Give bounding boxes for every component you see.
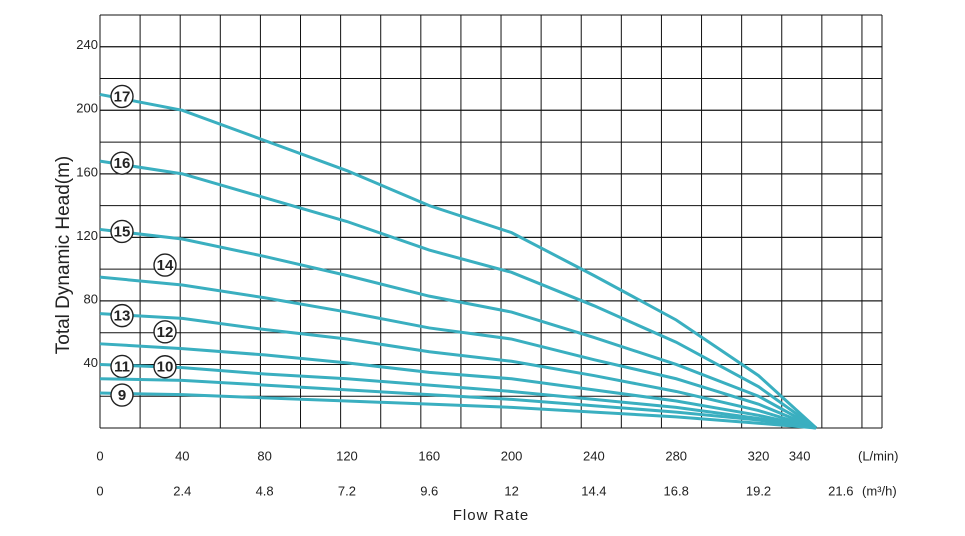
- curve: [99, 362, 817, 430]
- curve-label-circle: [110, 84, 134, 109]
- curve: [99, 227, 817, 430]
- x2-unit: (m³/h): [862, 483, 897, 498]
- x2-tick-label: 19.2: [746, 483, 771, 498]
- x2-tick-label: 2.4: [173, 483, 191, 498]
- x2-tick-label: 4.8: [256, 483, 274, 498]
- curve-label: 14: [157, 257, 174, 274]
- y-tick-label: 80: [84, 291, 98, 306]
- x2-tick-label: 16.8: [664, 483, 689, 498]
- curve-label: 16: [114, 155, 131, 172]
- curve-label-circle: [110, 383, 134, 407]
- x-unit: (L/min): [858, 448, 898, 463]
- curve-label-circle: [153, 253, 177, 277]
- curve-label: 10: [157, 359, 174, 376]
- x-tick-label: 240: [583, 448, 605, 463]
- x-tick-label: 280: [665, 448, 687, 463]
- curve: [99, 275, 817, 430]
- x-tick-label: 340: [789, 448, 811, 463]
- curve-label-circle: [110, 303, 134, 328]
- y-tick-label: 160: [76, 164, 98, 179]
- curve-label-circle: [110, 219, 134, 244]
- curve-label: 17: [114, 88, 131, 105]
- curve-label-circle: [153, 355, 177, 379]
- curve-label-circle: [153, 320, 177, 344]
- curve: [99, 377, 817, 430]
- curve-label: 9: [118, 387, 126, 404]
- x-tick-label: 0: [96, 448, 103, 463]
- x2-tick-label: 14.4: [581, 483, 606, 498]
- curve-label-circle: [110, 151, 134, 175]
- x-tick-label: 320: [748, 448, 770, 463]
- curve-label: 15: [114, 223, 131, 240]
- x-tick-label: 40: [175, 448, 189, 463]
- curve: [99, 92, 818, 430]
- x-tick-label: 80: [257, 448, 271, 463]
- curve: [99, 391, 817, 430]
- x-tick-label: 120: [336, 448, 358, 463]
- y-tick-label: 40: [84, 355, 98, 370]
- x-tick-label: 160: [418, 448, 440, 463]
- x2-tick-label: 21.6: [828, 483, 853, 498]
- curve-label: 13: [114, 308, 131, 325]
- y-tick-label: 120: [76, 228, 98, 243]
- y-tick-label: 240: [76, 37, 98, 52]
- curve: [99, 342, 817, 430]
- y-tick-label: 200: [76, 101, 98, 116]
- y-axis-label: Total Dynamic Head(m): [53, 156, 74, 355]
- x2-tick-label: 12: [504, 483, 518, 498]
- curve-label-circle: [110, 354, 134, 379]
- curve: [99, 159, 818, 430]
- curve-label: 11: [114, 358, 130, 375]
- x-axis-label: Flow Rate: [453, 507, 530, 524]
- x2-tick-label: 7.2: [338, 483, 356, 498]
- x2-tick-label: 9.6: [420, 483, 438, 498]
- x2-tick-label: 0: [96, 483, 103, 498]
- x-tick-label: 200: [501, 448, 523, 463]
- curve-label: 12: [157, 324, 174, 341]
- curve: [99, 312, 817, 430]
